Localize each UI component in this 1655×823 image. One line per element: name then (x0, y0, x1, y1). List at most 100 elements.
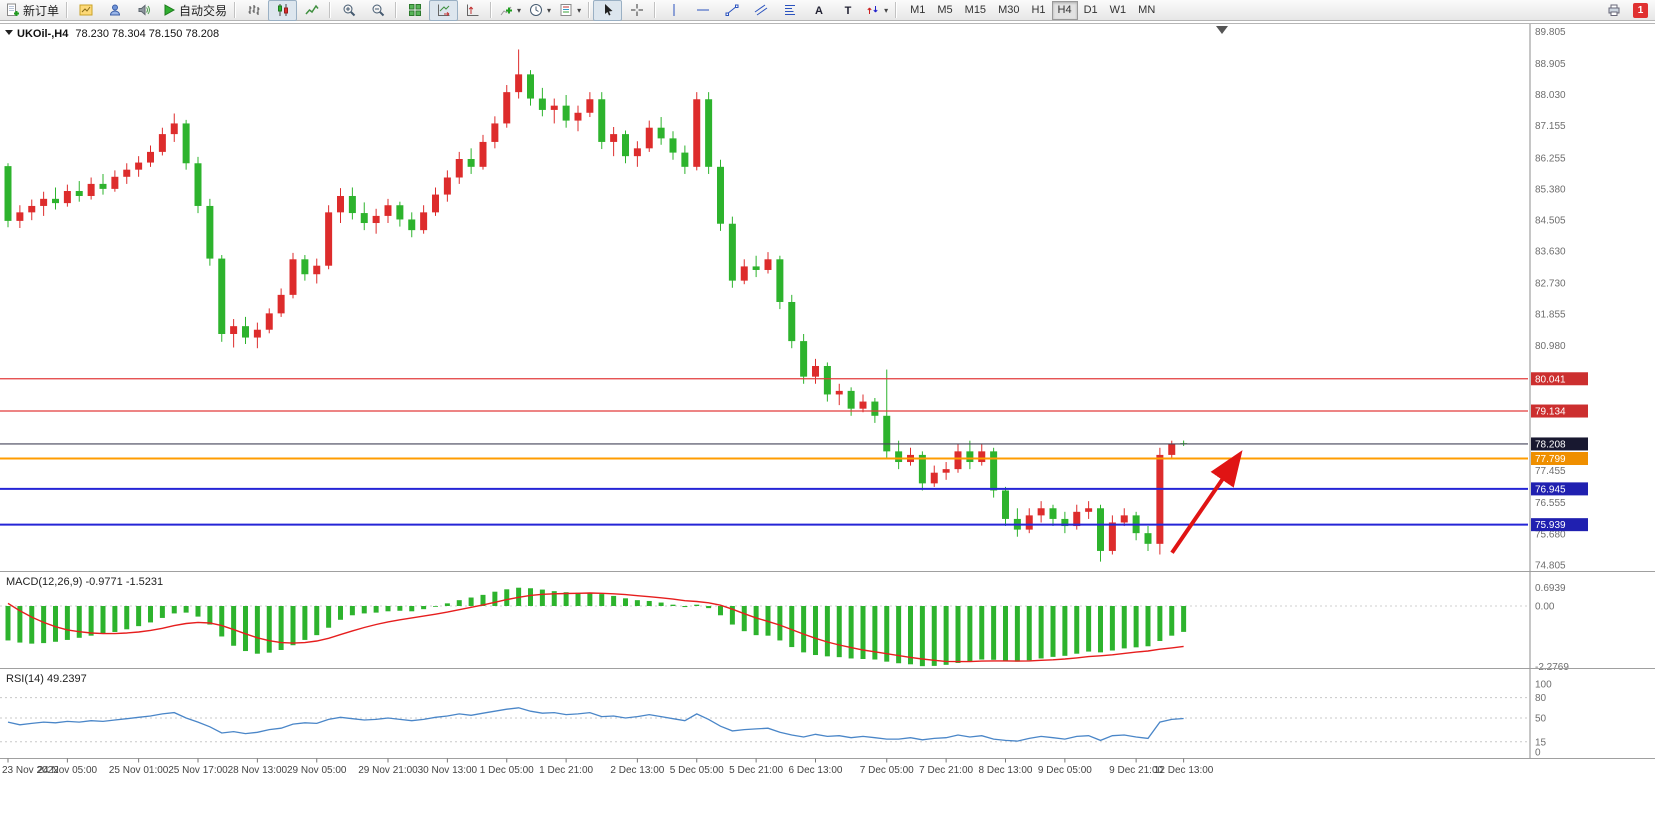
channel-button[interactable] (746, 0, 775, 21)
candle-body (360, 213, 368, 224)
auto-scroll-button[interactable] (429, 0, 459, 21)
arrows-button[interactable]: ▾ (862, 0, 892, 21)
time-axis-label: 5 Dec 21:00 (729, 765, 783, 776)
time-axis-label: 29 Nov 05:00 (287, 765, 347, 776)
macd-bar (1050, 606, 1056, 657)
notification-badge[interactable]: 1 (1633, 2, 1648, 18)
timeframe-d1[interactable]: D1 (1083, 4, 1098, 16)
candle-body (408, 219, 416, 231)
candle-body (717, 166, 724, 224)
candle-body (645, 127, 653, 149)
toolbar-separator (234, 2, 237, 18)
zoom-out-icon (371, 3, 385, 17)
macd-bar (409, 606, 415, 612)
crosshair-icon (630, 3, 644, 17)
macd-bar (646, 600, 652, 606)
line-chart-button[interactable] (297, 0, 326, 21)
timeframe-mn[interactable]: MN (1138, 4, 1156, 16)
macd-bar (931, 606, 937, 666)
rsi-axis-label: 50 (1535, 714, 1547, 725)
trend-arrow-annotation[interactable] (1170, 450, 1243, 554)
macd-bar (658, 602, 664, 606)
macd-bar (504, 589, 510, 606)
vertical-line-button[interactable] (659, 0, 688, 21)
chart-shift-marker[interactable] (1216, 26, 1228, 34)
new-chart-button[interactable] (71, 0, 100, 21)
label-button[interactable]: T (833, 0, 862, 21)
chart-window[interactable]: 89.805 88.905 88.030 87.155 86.255 85.380 84.5… (0, 21, 1655, 823)
text-button[interactable]: A (804, 0, 833, 21)
time-axis-label: 30 Nov 13:00 (418, 765, 478, 776)
templates-button[interactable]: ▾ (555, 0, 585, 21)
macd-bar (338, 606, 343, 620)
macd-bar (801, 606, 807, 653)
profiles-button[interactable] (100, 0, 129, 21)
timeframe-m15[interactable]: M15 (964, 4, 987, 16)
printer-button[interactable] (1599, 0, 1628, 21)
macd-bar (955, 606, 961, 663)
symbol-dropdown-icon[interactable] (5, 30, 13, 35)
timeframe-m1[interactable]: M1 (910, 4, 926, 16)
macd-bar (124, 606, 130, 630)
chevron-down-icon: ▾ (517, 5, 522, 15)
timeframe-w1[interactable]: W1 (1109, 4, 1127, 16)
crosshair-button[interactable] (622, 0, 651, 21)
cursor-button[interactable] (593, 0, 623, 21)
macd-bar (444, 603, 450, 606)
price-axis[interactable]: 89.805 88.905 88.030 87.155 86.255 85.380 84.5… (1529, 24, 1588, 759)
indicators-button[interactable]: ▾ (495, 0, 525, 21)
candle-body (337, 195, 344, 213)
macd-bar (824, 606, 830, 657)
timeframe-h1[interactable]: H1 (1031, 4, 1046, 16)
horizontal-line-button[interactable] (688, 0, 717, 21)
macd-panel: MACD(12,26,9) -0.9771 -1.5231 0.6939 0.00 -… (0, 571, 1655, 673)
chevron-down-icon: ▾ (884, 5, 889, 15)
zoom-in-button[interactable] (334, 0, 363, 21)
autotrading-button-label: 自动交易 (179, 3, 228, 18)
autotrading-button[interactable]: 自动交易 (158, 0, 231, 21)
price-axis-label: 88.030 (1535, 90, 1566, 101)
macd-bar (741, 606, 747, 632)
price-axis-label: 76.555 (1535, 498, 1566, 509)
timeframe-h4[interactable]: H4 (1051, 0, 1078, 20)
macd-bar (599, 594, 605, 606)
macd-bar (231, 606, 237, 646)
tile-windows-button[interactable] (400, 0, 429, 21)
candle-chart-button[interactable] (268, 0, 298, 21)
candle-body (942, 469, 950, 473)
macd-bar (41, 606, 47, 644)
alerts-button[interactable] (129, 0, 158, 21)
chart-plot-area[interactable] (0, 24, 1528, 572)
bar-chart-button[interactable] (239, 0, 268, 21)
chart-shift-button[interactable] (458, 0, 487, 21)
time-axis-label: 2 Dec 13:00 (610, 765, 664, 776)
candle-body (1144, 533, 1152, 544)
price-level-label (1531, 452, 1588, 466)
candle-body (111, 176, 119, 189)
rsi-panel: RSI(14) 49.2397 100 80 50 150 (0, 668, 1655, 759)
candle-body (4, 166, 12, 221)
macd-bar (1109, 606, 1115, 651)
periods-button[interactable]: ▾ (525, 0, 555, 21)
new-order-button[interactable]: 新订单 (2, 0, 63, 21)
candle-body (1037, 508, 1045, 516)
timeframe-m30[interactable]: M30 (998, 4, 1020, 16)
price-axis-label: 88.905 (1535, 59, 1566, 70)
candle-body (87, 183, 95, 196)
candle-body (1061, 518, 1069, 527)
macd-bar (670, 604, 676, 606)
zoom-out-button[interactable] (363, 0, 392, 21)
timeframe-m5[interactable]: M5 (937, 4, 953, 16)
arrows-icon (866, 3, 880, 17)
trendline-button[interactable] (717, 0, 746, 21)
printer-icon (1607, 3, 1621, 17)
clock-icon (529, 3, 543, 17)
macd-bar (789, 606, 795, 648)
fibonacci-button[interactable] (775, 0, 804, 21)
macd-bar (1086, 606, 1092, 652)
macd-bar (563, 592, 569, 606)
candle-body (170, 123, 178, 135)
price-axis-label: 80.980 (1535, 341, 1566, 352)
price-axis-label: 77.455 (1535, 466, 1566, 477)
